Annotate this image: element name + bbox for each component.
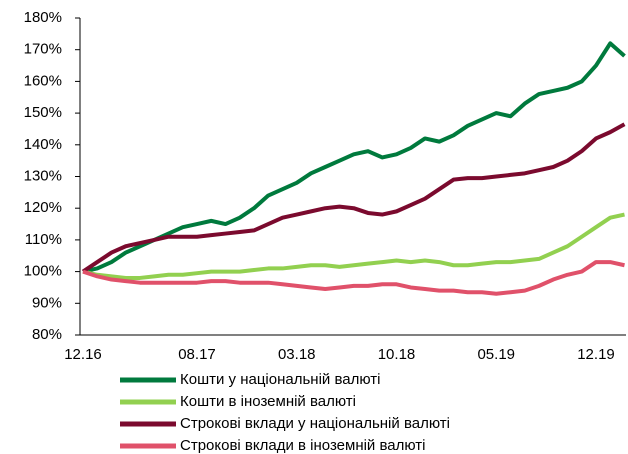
series-line bbox=[82, 212, 625, 280]
legend-label: Строкові вклади в іноземній валюті bbox=[180, 437, 426, 454]
y-tick-label: 100% bbox=[24, 263, 62, 280]
legend-label: Кошти у національній валюті bbox=[180, 371, 380, 388]
y-tick-label: 90% bbox=[32, 294, 62, 311]
legend-label: Строкові вклади у національній валюті bbox=[180, 415, 450, 432]
series-line bbox=[82, 41, 626, 274]
y-tick-label: 140% bbox=[24, 136, 62, 153]
x-tick-label: 03.18 bbox=[278, 346, 316, 363]
y-tick-label: 80% bbox=[32, 326, 62, 343]
y-tick-label: 160% bbox=[24, 72, 62, 89]
x-tick-label: 08.17 bbox=[178, 346, 216, 363]
y-tick-label: 120% bbox=[24, 199, 62, 216]
series-line bbox=[81, 122, 626, 274]
x-tick-label: 05.19 bbox=[477, 346, 515, 363]
y-tick-label: 130% bbox=[24, 167, 62, 184]
y-tick-label: 170% bbox=[24, 41, 62, 58]
x-tick-label: 12.19 bbox=[577, 346, 615, 363]
x-tick-label: 10.18 bbox=[378, 346, 416, 363]
x-tick-label: 12.16 bbox=[64, 346, 102, 363]
y-tick-label: 180% bbox=[24, 9, 62, 26]
y-tick-label: 150% bbox=[24, 104, 62, 121]
legend-label: Кошти в іноземній валюті bbox=[180, 393, 356, 410]
y-tick-label: 110% bbox=[25, 231, 62, 248]
series-line bbox=[82, 260, 625, 296]
